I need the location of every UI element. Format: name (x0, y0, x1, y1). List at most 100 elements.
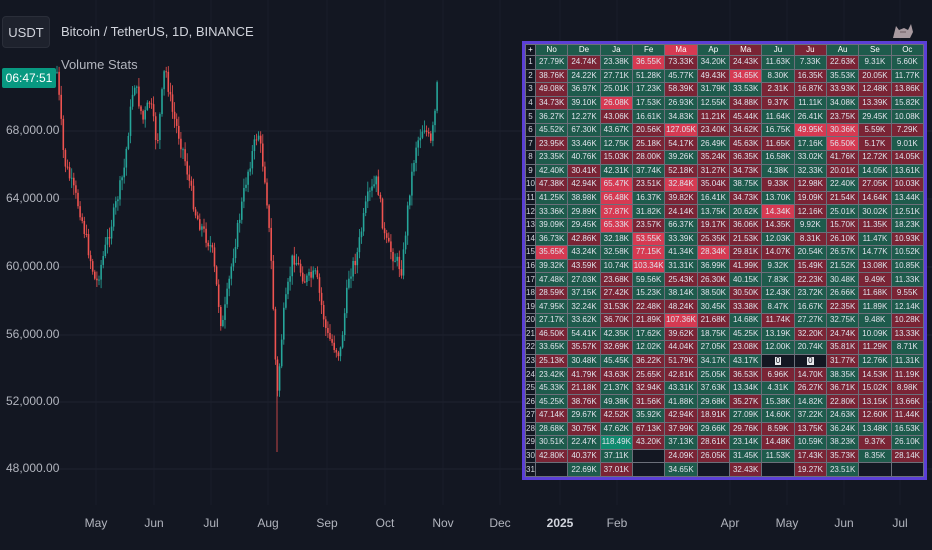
volume-cell: 103.34K (631, 258, 666, 274)
candle-body (154, 116, 157, 140)
volume-cell: 14.70K (793, 367, 827, 382)
day-number: 25 (525, 380, 536, 396)
volume-cell: 19.27K (793, 462, 827, 477)
volume-cell: 43.20K (631, 435, 666, 450)
volume-cell: 2.31K (761, 82, 795, 97)
candle-body (377, 176, 380, 195)
volume-cell: 49.43K (696, 68, 730, 84)
month-header: Ja (599, 44, 633, 56)
candle-body (144, 109, 146, 120)
volume-cell: 31.45K (728, 448, 763, 464)
month-header: No (534, 44, 569, 56)
volume-cell: 42.94K (664, 408, 698, 423)
volume-cell: 27.27K (793, 312, 827, 328)
candle-body (173, 111, 176, 119)
candle-body (312, 270, 314, 278)
candle-body (64, 149, 67, 167)
candle-body (314, 270, 317, 272)
symbol-currency-button[interactable]: USDT (2, 16, 50, 48)
volume-cell: 22.47K (567, 435, 601, 450)
candle-body (70, 177, 73, 179)
month-header: Ma (664, 44, 698, 56)
volume-cell: 37.13K (664, 435, 698, 450)
volume-cell (631, 462, 666, 477)
candle-body (129, 106, 132, 136)
table-row: 21 46.50K 54.41K 42.35K 17.62K 39.62K 18.75K 45… (525, 326, 925, 342)
volume-cell: 32.18K (599, 231, 633, 247)
candle-body (352, 260, 354, 277)
time-axis-label: Feb (606, 516, 628, 530)
volume-cell: 13.33K (890, 326, 925, 342)
volume-cell: 45.77K (664, 68, 698, 84)
candle-body (383, 228, 386, 234)
candle-body (236, 222, 239, 247)
volume-cell: 15.82K (890, 95, 925, 111)
day-number: 2 (525, 68, 536, 84)
volume-cell: 39.26K (664, 150, 698, 165)
table-row: 22 33.65K 35.57K 32.69K 12.02K 44.04K 27.05K 23… (525, 340, 925, 355)
volume-cell: 38.76K (534, 68, 569, 84)
candle-body (66, 166, 69, 168)
volume-cell: 16.67K (793, 299, 827, 314)
candle-body (228, 278, 230, 289)
candle-body (421, 131, 424, 138)
volume-cell: 5.17K (858, 136, 892, 152)
candle-body (402, 249, 405, 276)
volume-cell: 23.40K (696, 122, 730, 138)
volume-cell: 23.51K (631, 177, 666, 192)
candle-body (413, 162, 415, 172)
chart-title[interactable]: Bitcoin / TetherUS, 1D, BINANCE (61, 24, 254, 39)
candle-body (96, 278, 98, 281)
volume-cell: 14.82K (793, 394, 827, 410)
volume-cell: 26.05K (696, 448, 730, 464)
candle-body (205, 228, 207, 243)
volume-cell: 27.05K (696, 340, 730, 355)
volume-cell: 33.39K (664, 231, 698, 247)
candle-body (104, 244, 107, 257)
volume-cell: 8.98K (890, 380, 925, 396)
volume-cell: 45.25K (534, 394, 569, 410)
volume-cell: 48.24K (664, 299, 698, 314)
volume-cell: 11.74K (761, 312, 795, 328)
candle-body (190, 180, 193, 186)
volume-cell: 11.65K (761, 136, 795, 152)
volume-cell: 12.27K (567, 109, 601, 124)
month-header: Ju (761, 44, 795, 56)
volume-cell: 11.68K (858, 285, 892, 301)
volume-cell: 21.37K (599, 380, 633, 396)
indicator-legend[interactable]: Volume Stats (61, 57, 138, 72)
volume-cell: 29.66K (696, 421, 730, 437)
volume-cell: 23.75K (825, 109, 860, 124)
volume-cell: 42.81K (664, 367, 698, 382)
candle-body (232, 258, 235, 267)
volume-cell: 11.77K (890, 68, 925, 84)
table-row: 23 25.13K 30.48K 45.45K 36.22K 51.79K 34.17K 43… (525, 353, 925, 369)
volume-cell: 35.27K (728, 394, 763, 410)
table-corner: + (525, 44, 536, 56)
candle-body (68, 167, 71, 179)
candle-body (238, 219, 241, 223)
candle-body (89, 255, 92, 262)
volume-cell: 4.31K (761, 380, 795, 396)
volume-cell: 34.17K (696, 353, 730, 369)
table-row: 5 36.27K 12.27K 43.06K 16.61K 34.83K 11.21K 45.… (525, 109, 925, 124)
volume-cell: 12.00K (761, 340, 795, 355)
volume-cell: 35.04K (696, 177, 730, 192)
volume-cell: 43.06K (599, 109, 633, 124)
candle-body (436, 82, 438, 111)
volume-cell: 11.29K (858, 340, 892, 355)
month-header: Fe (631, 44, 666, 56)
candle-body (343, 313, 346, 336)
volume-cell: 33.65K (534, 340, 569, 355)
volume-cell: 47.48K (534, 272, 569, 287)
month-header: De (567, 44, 601, 56)
volume-cell: 37.74K (631, 163, 666, 179)
month-header: Ma (728, 44, 763, 56)
candle-body (320, 292, 323, 305)
volume-cell: 37.63K (696, 380, 730, 396)
volume-cell: 118.49K (599, 435, 633, 450)
candle-body (112, 207, 115, 227)
volume-cell: 33.46K (567, 136, 601, 152)
time-axis-label: Jul (892, 516, 908, 530)
